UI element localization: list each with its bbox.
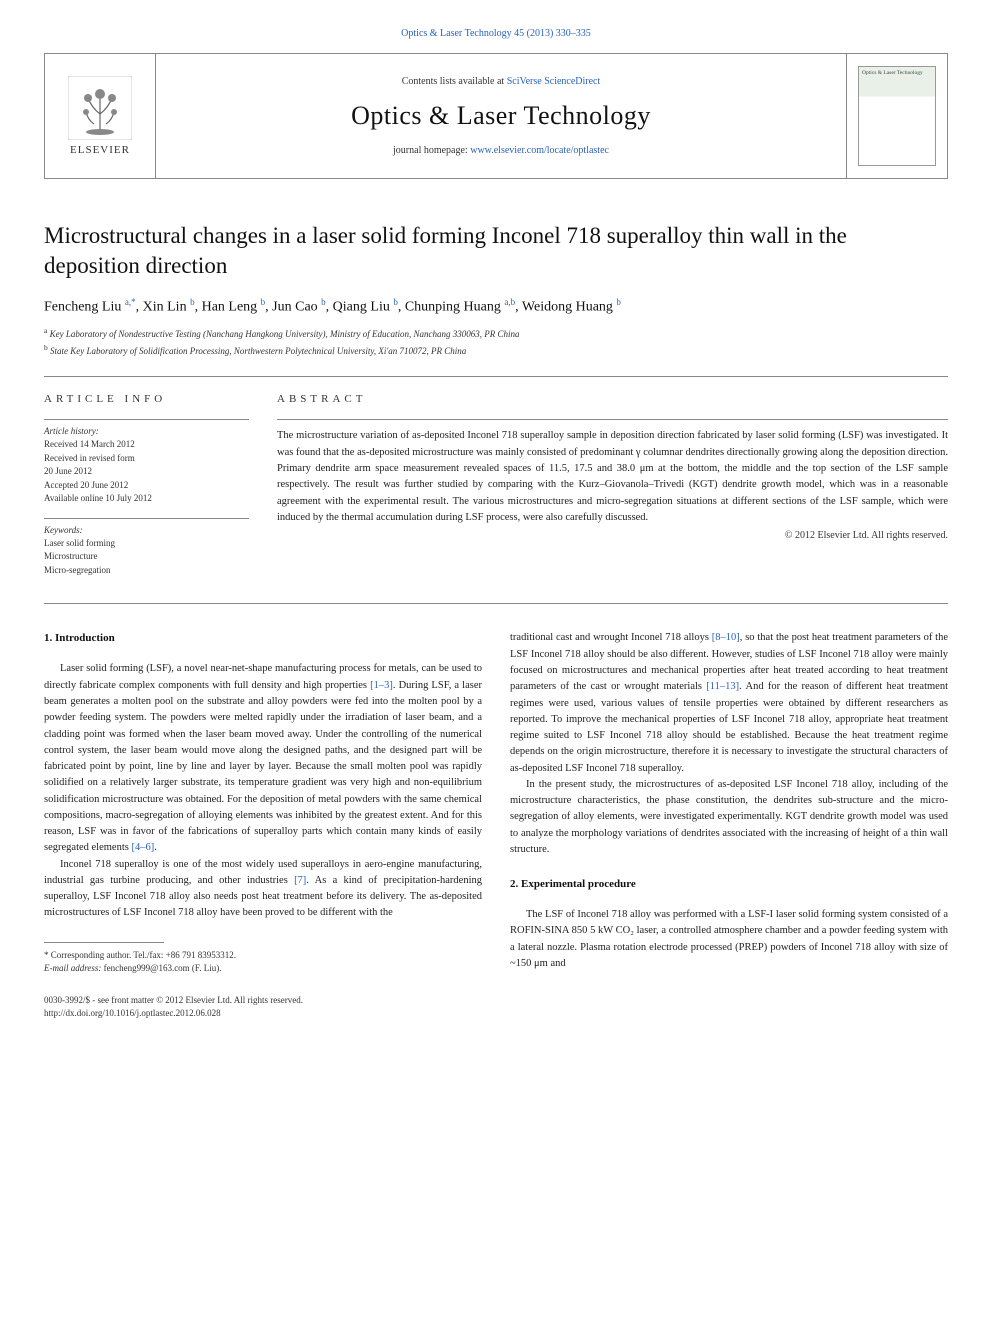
footnote-divider [44, 942, 164, 943]
section-2-para-1: The LSF of Inconel 718 alloy was perform… [510, 907, 948, 972]
affiliations: a Key Laboratory of Nondestructive Testi… [44, 325, 948, 358]
history-text: Received 14 March 2012Received in revise… [44, 438, 249, 506]
contents-line: Contents lists available at SciVerse Sci… [402, 76, 601, 87]
issn-line: 0030-3992/$ - see front matter © 2012 El… [44, 994, 303, 1008]
section-1-heading: 1. Introduction [44, 630, 482, 647]
homepage-link[interactable]: www.elsevier.com/locate/optlastec [470, 145, 609, 156]
abstract-column: ABSTRACT The microstructure variation of… [277, 393, 948, 589]
abstract-text: The microstructure variation of as-depos… [277, 419, 948, 526]
article-title: Microstructural changes in a laser solid… [44, 221, 948, 281]
section-1-para-2: Inconel 718 superalloy is one of the mos… [44, 857, 482, 922]
col2-para-1: traditional cast and wrought Inconel 718… [510, 630, 948, 776]
keywords-label: Keywords: [44, 525, 249, 535]
homepage-prefix: journal homepage: [393, 145, 470, 156]
corresponding-author-footnote: * Corresponding author. Tel./fax: +86 79… [44, 949, 482, 976]
cover-thumbnail-image: Optics & Laser Technology [858, 66, 936, 166]
body-columns: 1. Introduction Laser solid forming (LSF… [44, 630, 948, 975]
header-center: Contents lists available at SciVerse Sci… [155, 54, 847, 178]
page-footer: 0030-3992/$ - see front matter © 2012 El… [44, 994, 948, 1021]
cover-label: Optics & Laser Technology [862, 70, 932, 76]
publisher-logo: ELSEVIER [45, 54, 155, 178]
doi-line[interactable]: http://dx.doi.org/10.1016/j.optlastec.20… [44, 1007, 303, 1021]
homepage-line: journal homepage: www.elsevier.com/locat… [393, 145, 609, 156]
contents-prefix: Contents lists available at [402, 76, 507, 87]
article-history-block: Article history: Received 14 March 2012R… [44, 419, 249, 506]
publisher-name: ELSEVIER [70, 144, 130, 156]
section-2-heading: 2. Experimental procedure [510, 876, 948, 893]
sciencedirect-link[interactable]: SciVerse ScienceDirect [507, 76, 601, 87]
body-column-right: traditional cast and wrought Inconel 718… [510, 630, 948, 975]
elsevier-tree-icon [68, 76, 132, 140]
footnote-email[interactable]: fencheng999@163.com (F. Liu). [104, 963, 222, 973]
journal-name: Optics & Laser Technology [351, 101, 651, 131]
body-column-left: 1. Introduction Laser solid forming (LSF… [44, 630, 482, 975]
col2-para-2: In the present study, the microstructure… [510, 777, 948, 858]
section-divider [44, 603, 948, 604]
keywords-text: Laser solid formingMicrostructureMicro-s… [44, 537, 249, 578]
cover-thumbnail: Optics & Laser Technology [847, 54, 947, 178]
footnote-email-label: E-mail address: [44, 963, 101, 973]
history-label: Article history: [44, 426, 249, 436]
journal-citation-header[interactable]: Optics & Laser Technology 45 (2013) 330–… [0, 0, 992, 53]
authors-line: Fencheng Liu a,*, Xin Lin b, Han Leng b,… [44, 297, 948, 316]
article-info-column: ARTICLE INFO Article history: Received 1… [44, 393, 249, 589]
keywords-block: Keywords: Laser solid formingMicrostruct… [44, 518, 249, 578]
article-info-heading: ARTICLE INFO [44, 393, 249, 405]
footnote-corr: * Corresponding author. Tel./fax: +86 79… [44, 949, 482, 963]
abstract-copyright: © 2012 Elsevier Ltd. All rights reserved… [277, 530, 948, 541]
footer-left: 0030-3992/$ - see front matter © 2012 El… [44, 994, 303, 1021]
abstract-heading: ABSTRACT [277, 393, 948, 405]
journal-header: ELSEVIER Contents lists available at Sci… [44, 53, 948, 179]
section-1-para-1: Laser solid forming (LSF), a novel near-… [44, 661, 482, 856]
